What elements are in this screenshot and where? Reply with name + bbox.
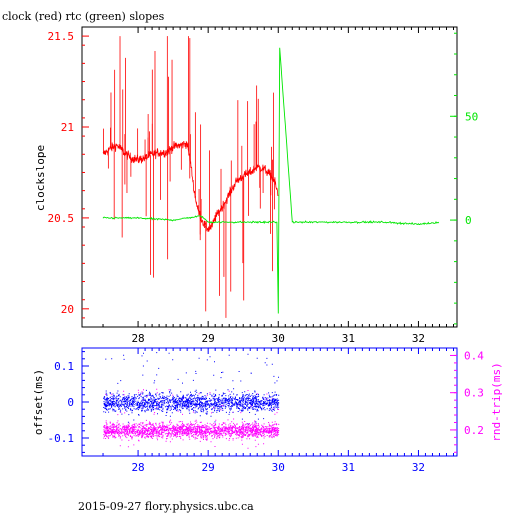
bottom-right-y-tick-label-0.2: 0.2 bbox=[464, 424, 484, 437]
top-left-y-tick-label-21: 21 bbox=[61, 121, 74, 134]
top-left-y-tick-label-20.5: 20.5 bbox=[48, 212, 75, 225]
top-y-axis-label: clockslope bbox=[34, 145, 47, 211]
top-right-y-tick-label-0: 0 bbox=[465, 214, 472, 227]
bottom-x-tick-label-29: 29 bbox=[202, 461, 215, 474]
green-rtc-series-line bbox=[102, 47, 440, 314]
bottom-right-y-tick-label-0.3: 0.3 bbox=[464, 387, 484, 400]
top-left-y-tick-label-21.5: 21.5 bbox=[48, 30, 75, 43]
blue-offset-scatter bbox=[103, 352, 280, 425]
top-left-y-tick-label-20: 20 bbox=[61, 303, 74, 316]
bottom-x-tick-label-32: 32 bbox=[412, 461, 425, 474]
top-x-tick-label-31: 31 bbox=[342, 332, 355, 345]
top-x-tick-label-29: 29 bbox=[202, 332, 215, 345]
chart-title: clock (red) rtc (green) slopes bbox=[2, 10, 165, 23]
bottom-x-tick-label-28: 28 bbox=[131, 461, 144, 474]
top-x-tick-label-30: 30 bbox=[272, 332, 285, 345]
bottom-right-y-axis-label: rnd-trip(ms) bbox=[490, 362, 503, 441]
top-x-tick-label-32: 32 bbox=[412, 332, 425, 345]
magenta-roundtrip-scatter bbox=[103, 388, 280, 449]
top-plot-frame bbox=[81, 26, 458, 328]
top-x-tick-label-28: 28 bbox=[131, 332, 144, 345]
bottom-x-tick-label-31: 31 bbox=[342, 461, 355, 474]
bottom-left-y-tick-label-0.1: 0.1 bbox=[54, 360, 74, 373]
bottom-left-y-tick-label--0.1: -0.1 bbox=[48, 432, 75, 445]
footer-label: 2015-09-27 flory.physics.ubc.ca bbox=[78, 500, 254, 513]
top-right-y-tick-label-50: 50 bbox=[465, 110, 478, 123]
bottom-left-y-axis-label: offset(ms) bbox=[32, 369, 45, 435]
magenta-roundtrip-scatter-points bbox=[103, 388, 280, 449]
bottom-right-y-tick-label-0.4: 0.4 bbox=[464, 349, 484, 362]
blue-offset-scatter-points bbox=[103, 352, 280, 425]
bottom-left-y-tick-label-0: 0 bbox=[67, 396, 74, 409]
bottom-x-tick-label-30: 30 bbox=[272, 461, 285, 474]
red-clock-series-line bbox=[102, 140, 279, 232]
